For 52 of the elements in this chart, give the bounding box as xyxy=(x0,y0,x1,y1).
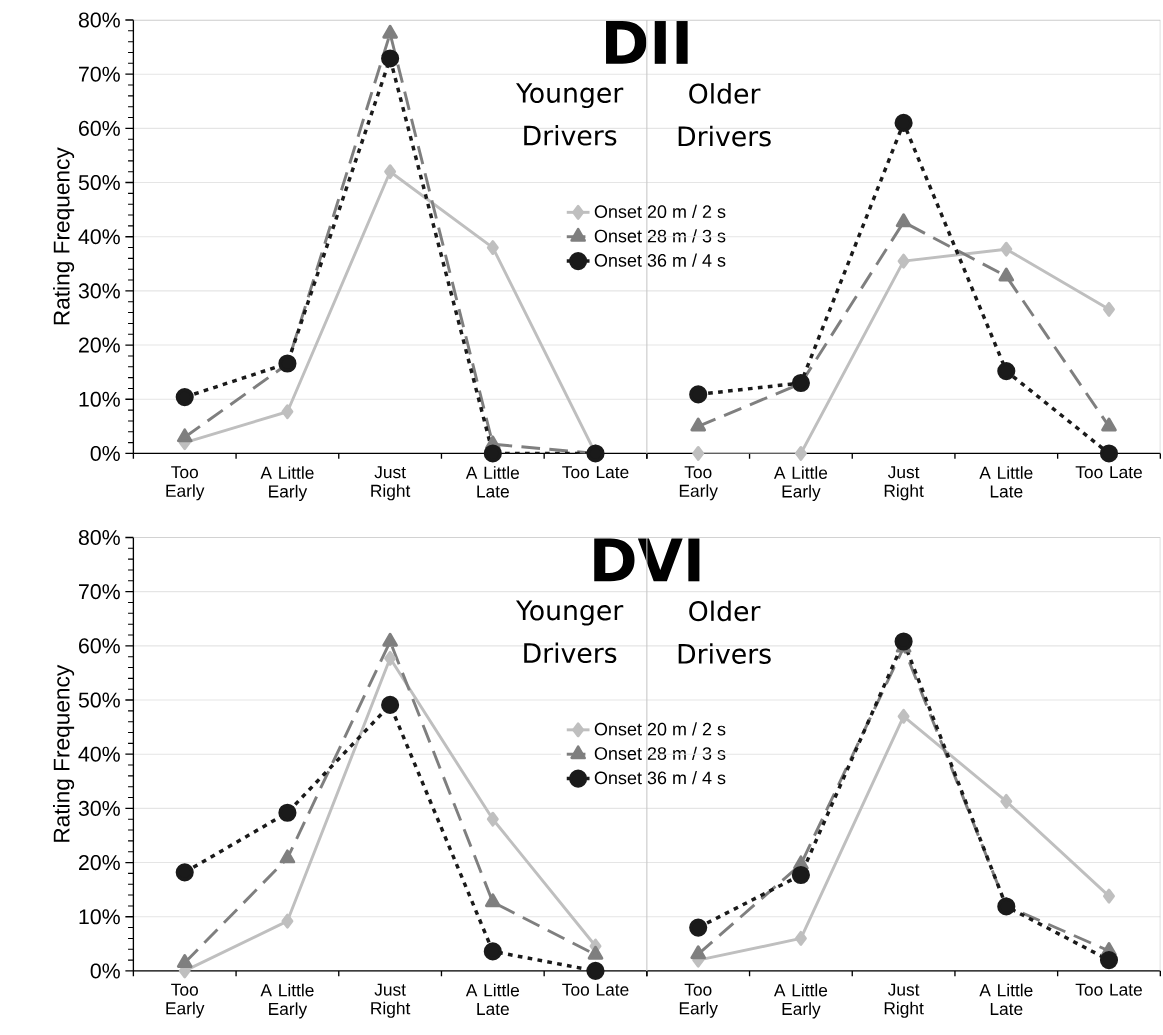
x-tick-label: A Little Early xyxy=(773,983,828,1019)
chart-title: DII xyxy=(606,21,688,64)
x-tick-label: A Little Early xyxy=(773,466,828,502)
legend-label: Onset 36 m / 4 s xyxy=(594,771,726,785)
y-axis-title: Rating Frequency xyxy=(53,147,75,325)
y-tick-label: 0% xyxy=(90,445,120,462)
annotation: Younger Drivers xyxy=(515,600,624,664)
annotation: Older Drivers xyxy=(678,600,771,664)
y-tick-label: 80% xyxy=(78,529,120,546)
legend-label: Onset 20 m / 2 s xyxy=(594,722,726,736)
x-tick-label: A Little Late xyxy=(979,466,1033,498)
x-tick-label: A Little Late xyxy=(979,983,1033,1016)
x-tick-label: Just Right xyxy=(371,983,411,1018)
annotation: Younger Drivers xyxy=(515,83,624,146)
legend-label: Onset 28 m / 3 s xyxy=(594,229,726,243)
y-tick-label: 60% xyxy=(79,638,120,654)
y-tick-label: 30% xyxy=(78,283,120,299)
y-axis-title: Rating Frequency xyxy=(53,664,75,842)
y-tick-label: 50% xyxy=(78,175,120,191)
y-tick-label: 70% xyxy=(79,66,120,82)
y-tick-label: 70% xyxy=(79,584,120,600)
x-tick-label: Just Right xyxy=(371,466,411,501)
legend-label: Onset 36 m / 4 s xyxy=(594,253,726,267)
y-tick-label: 50% xyxy=(78,692,120,708)
y-tick-label: 10% xyxy=(79,391,120,407)
x-tick-label: Too Early xyxy=(679,983,718,1018)
y-tick-label: 30% xyxy=(78,800,120,816)
y-tick-label: 80% xyxy=(78,12,120,28)
y-tick-label: 20% xyxy=(79,855,120,871)
x-tick-label: A Little Early xyxy=(260,466,314,502)
x-tick-label: A Little Late xyxy=(465,983,520,1016)
x-tick-label: A Little Late xyxy=(465,466,520,498)
y-tick-label: 60% xyxy=(79,120,120,136)
legend-label: Onset 28 m / 3 s xyxy=(594,746,726,760)
x-tick-label: Just Right xyxy=(884,466,924,501)
x-tick-label: Too Late xyxy=(1075,983,1142,996)
x-tick-label: Too Late xyxy=(562,466,629,479)
chart-title: DVI xyxy=(594,538,700,582)
x-tick-label: Too Early xyxy=(166,466,205,501)
x-tick-label: Too Late xyxy=(1075,466,1142,479)
x-tick-label: Too Early xyxy=(679,466,718,501)
legend-label: Onset 20 m / 2 s xyxy=(594,204,726,219)
x-tick-label: A Little Early xyxy=(260,983,314,1019)
x-tick-label: Too Early xyxy=(166,983,205,1018)
y-tick-label: 40% xyxy=(78,746,120,762)
y-tick-label: 10% xyxy=(79,909,120,925)
y-tick-label: 0% xyxy=(90,963,120,979)
y-tick-label: 20% xyxy=(79,337,120,353)
annotation: Older Drivers xyxy=(678,83,771,147)
x-tick-label: Too Late xyxy=(562,983,629,996)
x-tick-label: Just Right xyxy=(884,983,924,1018)
y-tick-label: 40% xyxy=(78,229,120,245)
